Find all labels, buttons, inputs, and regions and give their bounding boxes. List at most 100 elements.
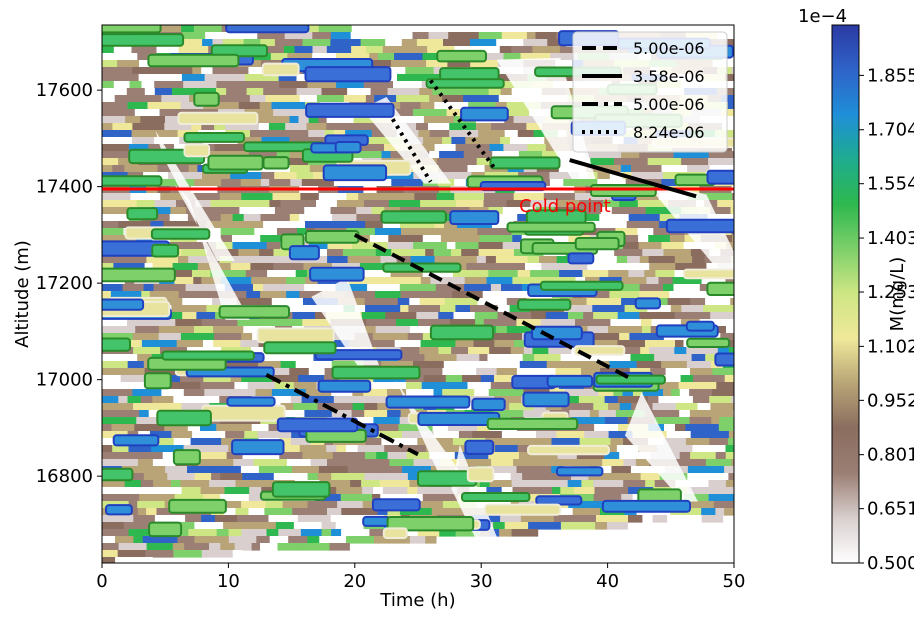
- heatmap-cell: [385, 39, 403, 47]
- heatmap-cell: [720, 319, 734, 327]
- heatmap-cell: [312, 53, 337, 61]
- heatmap-cell: [593, 403, 609, 411]
- heatmap-cell: [312, 32, 332, 40]
- heatmap-cell: [649, 263, 665, 271]
- heatmap-cell: [263, 354, 288, 362]
- heatmap-cell: [675, 480, 710, 488]
- heatmap-cell: [213, 333, 225, 341]
- heatmap-cell: [255, 389, 273, 397]
- heatmap-cell: [222, 39, 245, 47]
- heatmap-cell: [370, 88, 389, 96]
- heatmap-cell: [516, 466, 552, 474]
- heatmap-cell: [183, 389, 205, 397]
- heatmap-cell: [239, 207, 276, 215]
- heatmap-cell: [498, 95, 534, 103]
- heatmap-cell: [519, 361, 548, 369]
- heatmap-cell: [375, 249, 392, 257]
- heatmap-cell: [438, 312, 455, 320]
- heatmap-cell: [194, 326, 214, 334]
- heatmap-cell: [146, 508, 157, 516]
- contour-blob: [567, 252, 595, 265]
- heatmap-cell: [201, 319, 239, 327]
- heatmap-cell: [413, 109, 448, 117]
- heatmap-cell: [355, 417, 374, 425]
- heatmap-cell: [364, 410, 388, 418]
- heatmap-cell: [669, 235, 686, 243]
- heatmap-cell: [137, 53, 158, 61]
- heatmap-cell: [172, 543, 185, 551]
- contour-blob: [261, 62, 300, 77]
- heatmap-cell: [687, 466, 707, 474]
- heatmap-cell: [361, 508, 379, 516]
- heatmap-cell: [102, 144, 130, 152]
- heatmap-cell: [604, 417, 629, 425]
- heatmap-cell: [434, 102, 469, 110]
- heatmap-cell: [445, 375, 463, 383]
- heatmap-cell: [115, 557, 141, 563]
- heatmap-cell: [198, 459, 234, 467]
- heatmap-cell: [493, 522, 506, 530]
- heatmap-cell: [675, 424, 686, 432]
- heatmap-cell: [576, 452, 605, 460]
- heatmap-cell: [127, 319, 161, 327]
- heatmap-cell: [330, 39, 362, 47]
- heatmap-cell: [192, 270, 211, 278]
- heatmap-cell: [201, 123, 215, 131]
- heatmap-cell: [336, 487, 363, 495]
- heatmap-cell: [422, 235, 442, 243]
- contour-blob: [535, 495, 583, 506]
- heatmap-cell: [278, 116, 291, 124]
- heatmap-cell: [548, 347, 572, 355]
- heatmap-cell: [420, 102, 435, 110]
- heatmap-cell: [387, 410, 402, 418]
- heatmap-cell: [674, 312, 711, 320]
- contour-blob: [464, 439, 495, 455]
- heatmap-cell: [271, 102, 306, 110]
- heatmap-cell: [525, 487, 553, 495]
- heatmap-cell: [220, 228, 255, 236]
- contour-blob: [305, 102, 395, 118]
- heatmap-cell: [685, 424, 720, 432]
- heatmap-cell: [147, 102, 182, 110]
- heatmap-cell: [365, 438, 382, 446]
- heatmap-cell: [414, 228, 444, 236]
- heatmap-cell: [271, 431, 292, 439]
- heatmap-cell: [132, 67, 160, 75]
- heatmap-cell: [602, 263, 637, 271]
- heatmap-cell: [258, 123, 270, 131]
- heatmap-cell: [664, 424, 676, 432]
- contour-blob: [522, 391, 570, 408]
- heatmap-cell: [112, 445, 129, 453]
- heatmap-cell: [295, 361, 333, 369]
- heatmap-cell: [306, 123, 327, 131]
- heatmap-cell: [436, 158, 456, 166]
- heatmap-cell: [375, 382, 407, 390]
- heatmap-cell: [569, 410, 591, 418]
- heatmap-cell: [182, 298, 213, 306]
- heatmap-cell: [681, 158, 709, 166]
- heatmap-cell: [299, 543, 331, 551]
- heatmap-cell: [451, 347, 469, 355]
- heatmap-cell: [651, 319, 682, 327]
- heatmap-cell: [649, 347, 675, 355]
- heatmap-cell: [126, 473, 145, 481]
- heatmap-cell: [429, 151, 440, 159]
- heatmap-cell: [228, 536, 257, 544]
- heatmap-cell: [102, 417, 137, 425]
- heatmap-cell: [669, 291, 701, 299]
- heatmap-cell: [422, 53, 446, 61]
- heatmap-cell: [102, 382, 126, 390]
- heatmap-cell: [131, 466, 166, 474]
- heatmap-cell: [102, 326, 136, 334]
- heatmap-cell: [725, 445, 734, 453]
- heatmap-cell: [725, 452, 734, 460]
- heatmap-cell: [405, 67, 415, 75]
- heatmap-cell: [316, 95, 345, 103]
- heatmap-cell: [154, 515, 186, 523]
- heatmap-cell: [316, 200, 338, 208]
- heatmap-cell: [470, 46, 501, 54]
- heatmap-cell: [299, 95, 318, 103]
- heatmap-cell: [648, 235, 671, 243]
- heatmap-cell: [599, 214, 630, 222]
